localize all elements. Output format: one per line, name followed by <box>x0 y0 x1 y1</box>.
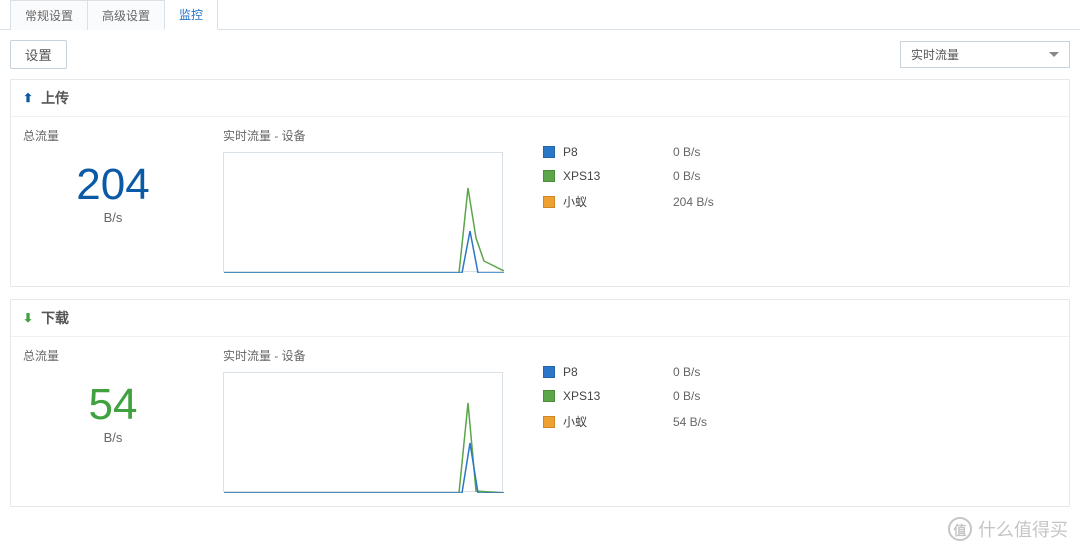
total-label: 总流量 <box>23 127 203 144</box>
upload-title: 上传 <box>41 88 69 108</box>
legend-value: 204 B/s <box>673 195 714 209</box>
upload-legend: P8 0 B/s XPS13 0 B/s 小蚁 204 B/s <box>543 127 1057 272</box>
legend-item: XPS13 0 B/s <box>543 169 1057 183</box>
tab-basic[interactable]: 常规设置 <box>10 0 88 30</box>
download-icon: ⬇ <box>23 311 33 325</box>
legend-item: 小蚁 54 B/s <box>543 413 1057 430</box>
upload-series-0 <box>224 188 504 273</box>
swatch-icon <box>543 170 555 182</box>
legend-item: P8 0 B/s <box>543 365 1057 379</box>
traffic-mode-select[interactable]: 实时流量 <box>900 41 1070 68</box>
download-panel: ⬇ 下载 总流量 54 B/s 实时流量 - 设备 P8 0 B/s <box>10 299 1070 507</box>
legend-name: P8 <box>563 365 673 379</box>
upload-value: 204 <box>23 162 203 208</box>
upload-panel: ⬆ 上传 总流量 204 B/s 实时流量 - 设备 P8 0 B/s <box>10 79 1070 287</box>
legend-name: XPS13 <box>563 389 673 403</box>
upload-panel-header: ⬆ 上传 <box>11 80 1069 117</box>
download-chart <box>223 372 503 492</box>
upload-series-1 <box>224 231 504 273</box>
upload-chart-svg <box>224 153 504 273</box>
upload-chart <box>223 152 503 272</box>
download-panel-header: ⬇ 下载 <box>11 300 1069 337</box>
legend-value: 0 B/s <box>673 169 700 183</box>
download-value: 54 <box>23 382 203 428</box>
tab-monitor[interactable]: 监控 <box>164 0 218 30</box>
upload-icon: ⬆ <box>23 91 33 105</box>
download-series-0 <box>224 403 504 493</box>
toolbar: 设置 实时流量 <box>0 30 1080 79</box>
chevron-down-icon <box>1049 52 1059 57</box>
upload-unit: B/s <box>23 210 203 225</box>
total-label: 总流量 <box>23 347 203 364</box>
watermark-text: 什么值得买 <box>978 516 1068 542</box>
settings-button[interactable]: 设置 <box>10 40 67 69</box>
chart-title: 实时流量 - 设备 <box>223 127 523 144</box>
tab-advanced[interactable]: 高级设置 <box>87 0 165 30</box>
upload-total: 总流量 204 B/s <box>23 127 203 272</box>
swatch-icon <box>543 196 555 208</box>
tab-bar: 常规设置 高级设置 监控 <box>0 0 1080 30</box>
swatch-icon <box>543 390 555 402</box>
watermark-icon: 值 <box>948 517 972 541</box>
download-chart-col: 实时流量 - 设备 <box>223 347 523 492</box>
chart-title: 实时流量 - 设备 <box>223 347 523 364</box>
upload-chart-col: 实时流量 - 设备 <box>223 127 523 272</box>
download-chart-svg <box>224 373 504 493</box>
download-unit: B/s <box>23 430 203 445</box>
swatch-icon <box>543 366 555 378</box>
legend-item: P8 0 B/s <box>543 145 1057 159</box>
watermark: 值 什么值得买 <box>948 516 1068 542</box>
download-total: 总流量 54 B/s <box>23 347 203 492</box>
legend-name: 小蚁 <box>563 413 673 430</box>
swatch-icon <box>543 416 555 428</box>
legend-value: 0 B/s <box>673 365 700 379</box>
legend-value: 0 B/s <box>673 389 700 403</box>
legend-name: XPS13 <box>563 169 673 183</box>
legend-item: XPS13 0 B/s <box>543 389 1057 403</box>
legend-name: 小蚁 <box>563 193 673 210</box>
swatch-icon <box>543 146 555 158</box>
download-legend: P8 0 B/s XPS13 0 B/s 小蚁 54 B/s <box>543 347 1057 492</box>
legend-name: P8 <box>563 145 673 159</box>
download-title: 下载 <box>41 308 69 328</box>
legend-item: 小蚁 204 B/s <box>543 193 1057 210</box>
legend-value: 54 B/s <box>673 415 707 429</box>
select-value: 实时流量 <box>911 46 959 63</box>
legend-value: 0 B/s <box>673 145 700 159</box>
